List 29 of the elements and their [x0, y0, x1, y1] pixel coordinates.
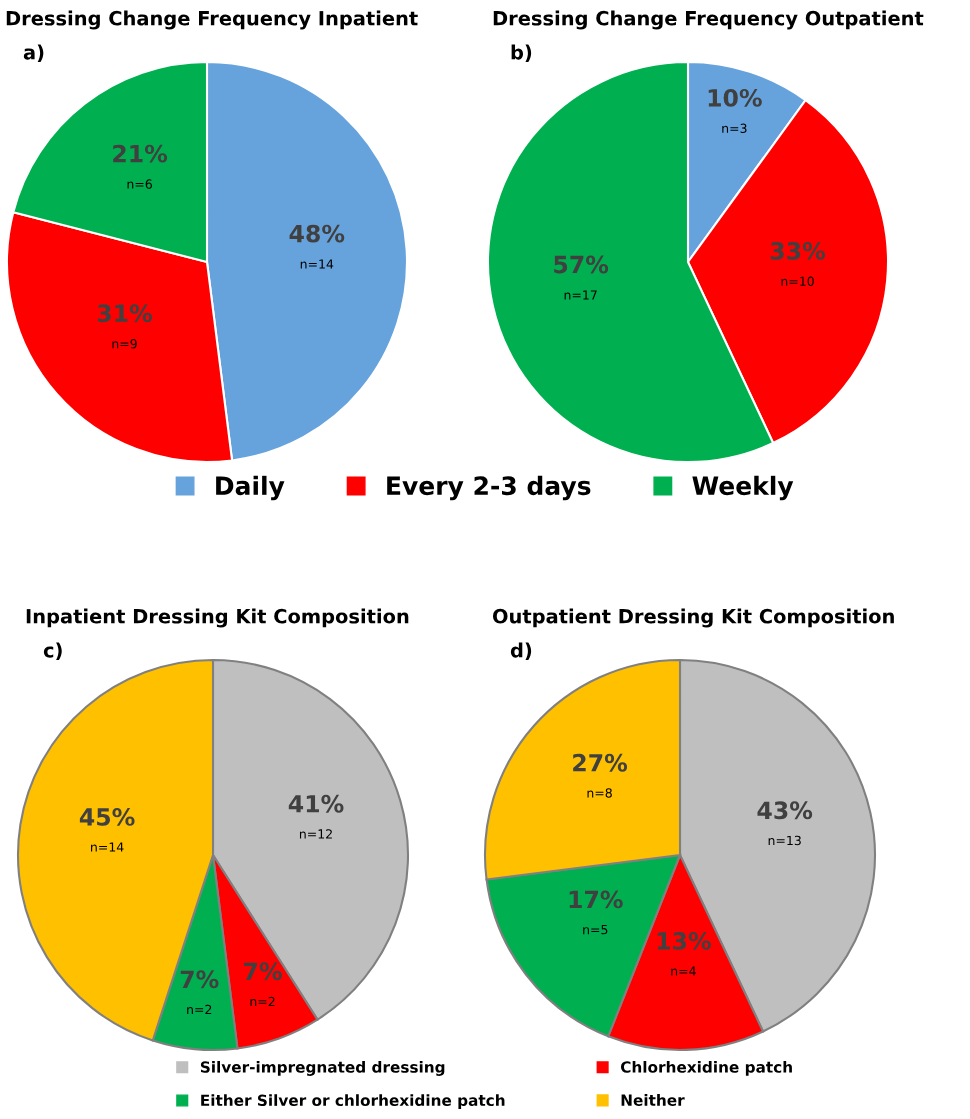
chart-subtitle: a)	[23, 44, 44, 62]
data-label: 41% n=12	[288, 794, 344, 839]
data-label: 48% n=14	[289, 224, 345, 269]
legend-label: Neither	[621, 1094, 685, 1106]
data-label: 7% n=2	[244, 962, 282, 1006]
data-label: 21% n=6	[113, 144, 168, 189]
chart-subtitle: c)	[43, 642, 62, 660]
chart-subtitle: d)	[510, 642, 532, 660]
legend-label: Silver-impregnated dressing	[200, 1060, 445, 1076]
data-label: 7% n=2	[180, 970, 219, 1014]
legend-label: Either Silver or chlorhexidine patch	[201, 1094, 505, 1110]
data-label: 43% n=13	[757, 801, 813, 846]
data-label: 57% n=17	[554, 255, 609, 300]
data-label: 13% n=4	[657, 931, 711, 976]
data-label: 27% n=8	[573, 753, 628, 798]
chart-title: Inpatient Dressing Kit Composition	[26, 608, 409, 628]
data-label: 10% n=3	[708, 88, 762, 134]
legend-label: Every 2-3 days	[387, 475, 591, 501]
chart-title: Dressing Change Frequency Outpatient	[493, 10, 924, 30]
legend-label: Chlorhexidine patch	[620, 1060, 792, 1076]
data-label: 45% n=14	[79, 807, 135, 852]
data-label: 33% n=10	[770, 241, 826, 287]
chart-title: Dressing Change Frequency Inpatient	[6, 10, 418, 30]
data-label: 17% n=5	[569, 890, 623, 935]
chart-subtitle: b)	[511, 44, 532, 62]
chart-title: Outpatient Dressing Kit Composition	[492, 608, 894, 628]
data-label: 31% n=9	[97, 304, 152, 349]
legend-label: Daily	[216, 475, 285, 501]
legend-label: Weekly	[692, 475, 794, 501]
